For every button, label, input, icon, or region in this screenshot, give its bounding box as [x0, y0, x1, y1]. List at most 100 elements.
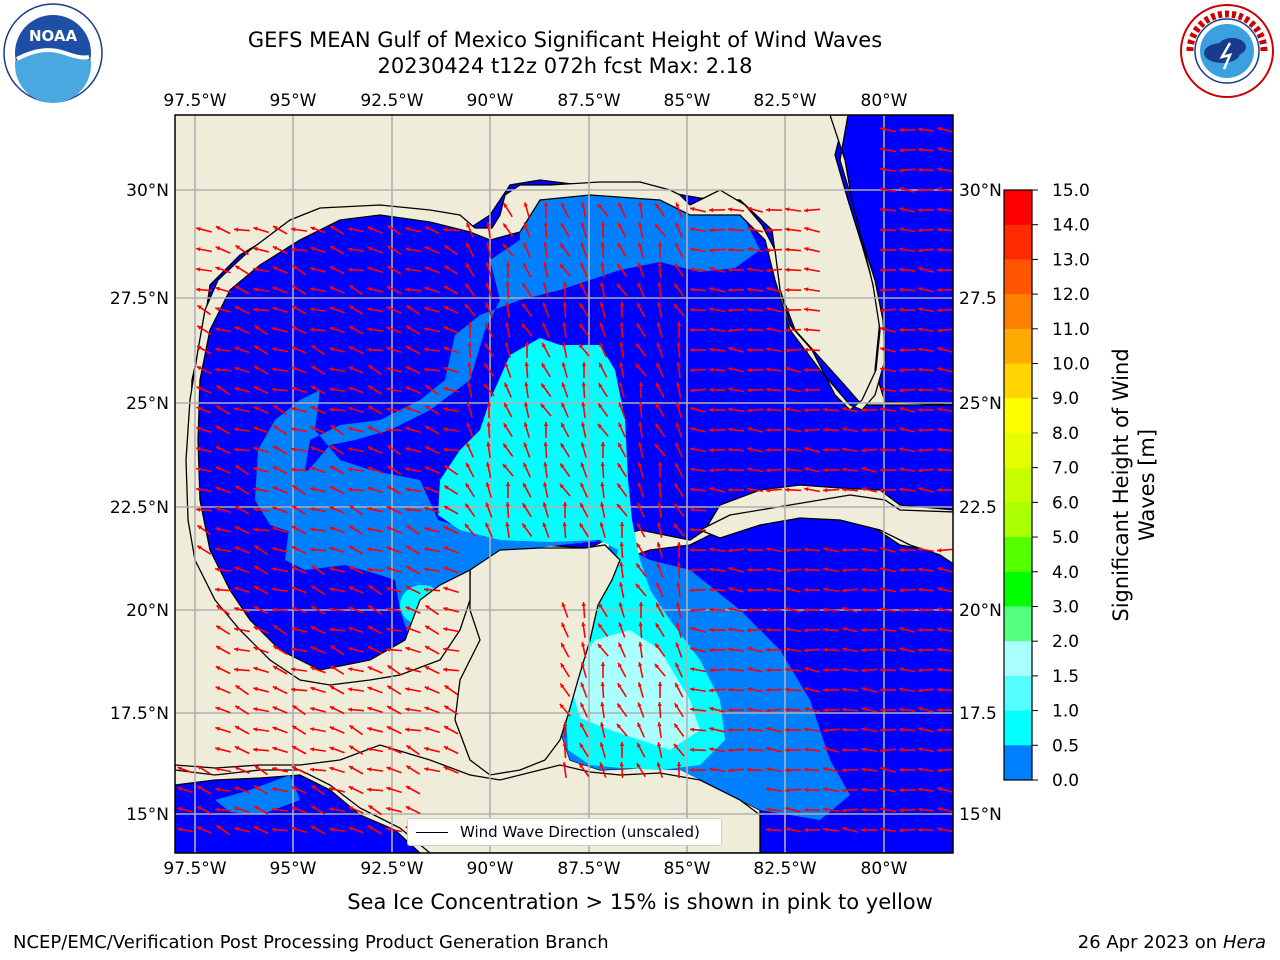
wind-wave-arrow	[841, 788, 859, 793]
wind-wave-arrow	[618, 622, 626, 638]
wind-wave-arrow	[309, 327, 327, 332]
wind-wave-arrow	[424, 246, 440, 254]
wind-wave-arrow	[898, 747, 916, 752]
wind-wave-arrow	[253, 585, 269, 595]
wind-wave-arrow	[880, 766, 896, 773]
wind-wave-arrow	[784, 768, 802, 773]
wind-wave-arrow	[234, 265, 250, 275]
wind-wave-arrow	[196, 446, 212, 453]
wind-wave-arrow	[937, 346, 953, 353]
wind-wave-arrow	[443, 346, 459, 354]
wind-wave-arrow	[657, 701, 662, 719]
wind-wave-arrow	[543, 241, 548, 259]
wind-wave-arrow	[803, 428, 821, 433]
wind-wave-arrow	[619, 362, 625, 378]
wind-wave-arrow	[637, 482, 645, 498]
wind-wave-arrow	[727, 748, 745, 753]
wind-wave-arrow	[709, 286, 725, 293]
wind-wave-arrow	[580, 222, 587, 238]
wind-wave-arrow	[559, 703, 571, 717]
wind-wave-arrow	[329, 726, 345, 734]
colorbar-tick-label: 4.0	[1052, 563, 1079, 583]
wind-wave-arrow	[657, 522, 663, 538]
wind-wave-arrow	[386, 685, 402, 695]
wind-wave-arrow	[822, 807, 840, 813]
wind-wave-arrow	[803, 408, 821, 413]
wind-wave-arrow	[347, 687, 365, 692]
wind-wave-arrow	[861, 466, 877, 473]
wind-wave-arrow	[196, 524, 212, 536]
wind-wave-arrow	[271, 607, 289, 612]
wind-wave-arrow	[176, 827, 194, 833]
wind-wave-arrow	[728, 366, 744, 373]
wind-wave-arrow	[637, 282, 645, 298]
wind-wave-arrow	[562, 761, 567, 779]
wind-wave-arrow	[503, 402, 513, 418]
map-legend: Wind Wave Direction (unscaled)	[407, 818, 722, 846]
wind-wave-arrow	[348, 745, 364, 755]
wind-wave-arrow	[486, 441, 491, 459]
wind-wave-arrow	[822, 587, 840, 593]
wind-wave-arrow	[898, 467, 916, 473]
wind-wave-arrow	[860, 607, 878, 613]
wind-wave-arrow	[215, 445, 231, 455]
wind-wave-arrow	[765, 567, 783, 573]
wind-wave-arrow	[803, 307, 821, 312]
wind-wave-arrow	[424, 225, 440, 235]
wind-wave-arrow	[234, 806, 250, 814]
footer-date: 26 Apr 2023 on Hera	[1078, 932, 1266, 953]
wind-wave-arrow	[689, 547, 707, 553]
wind-wave-arrow	[386, 326, 402, 334]
wind-wave-arrow	[543, 221, 548, 239]
map-frame	[174, 114, 954, 854]
wind-wave-arrow	[822, 447, 840, 453]
wind-wave-arrow	[503, 202, 513, 218]
wind-wave-arrow	[803, 747, 821, 752]
chart-subtitle: 20230424 t12z 072h fcst Max: 2.18	[377, 54, 753, 78]
wind-wave-arrow	[879, 427, 897, 432]
wind-wave-arrow	[917, 547, 935, 553]
lat-tick-label-left: 27.5°N	[110, 289, 169, 309]
wind-wave-arrow	[581, 362, 587, 378]
wind-wave-arrow	[708, 587, 726, 592]
wind-wave-arrow	[657, 462, 663, 478]
wind-wave-arrow	[917, 647, 935, 653]
wind-wave-arrow	[898, 707, 916, 712]
wind-wave-arrow	[271, 827, 289, 832]
legend-line-swatch	[416, 831, 448, 833]
wind-wave-arrow	[936, 548, 953, 553]
wind-wave-arrow	[234, 346, 250, 354]
colorbar-tick-label: 5.0	[1052, 528, 1079, 548]
wind-wave-arrow	[822, 407, 840, 412]
wind-wave-arrow	[233, 627, 251, 633]
wind-wave-arrow	[580, 442, 587, 458]
wind-wave-arrow	[347, 707, 365, 712]
wind-wave-arrow	[559, 483, 571, 497]
wind-wave-arrow	[423, 347, 441, 352]
wind-wave-arrow	[674, 702, 684, 718]
wind-wave-arrow	[917, 187, 935, 193]
wind-wave-arrow	[465, 482, 475, 498]
wind-wave-arrow	[654, 423, 666, 437]
wind-wave-arrow	[917, 827, 935, 832]
wind-wave-arrow	[234, 786, 250, 794]
wind-wave-arrow	[784, 568, 802, 573]
wind-wave-arrow	[600, 222, 606, 238]
wind-wave-arrow	[310, 446, 326, 454]
wind-wave-arrow	[524, 342, 530, 358]
wind-wave-arrow	[233, 667, 251, 672]
wind-wave-arrow	[424, 686, 440, 694]
wind-wave-arrow	[348, 606, 364, 614]
wind-wave-arrow	[329, 644, 345, 656]
wind-wave-arrow	[367, 425, 383, 435]
wind-wave-arrow	[405, 226, 421, 233]
wind-wave-arrow	[599, 742, 606, 758]
wind-wave-arrow	[310, 605, 326, 615]
wind-wave-arrow	[765, 447, 783, 453]
wind-wave-arrow	[917, 567, 935, 572]
wind-wave-arrow	[746, 628, 764, 633]
wind-wave-arrow	[504, 342, 511, 358]
wind-wave-arrow	[879, 607, 897, 613]
wind-wave-arrow	[424, 486, 440, 494]
wind-wave-arrow	[424, 726, 440, 734]
